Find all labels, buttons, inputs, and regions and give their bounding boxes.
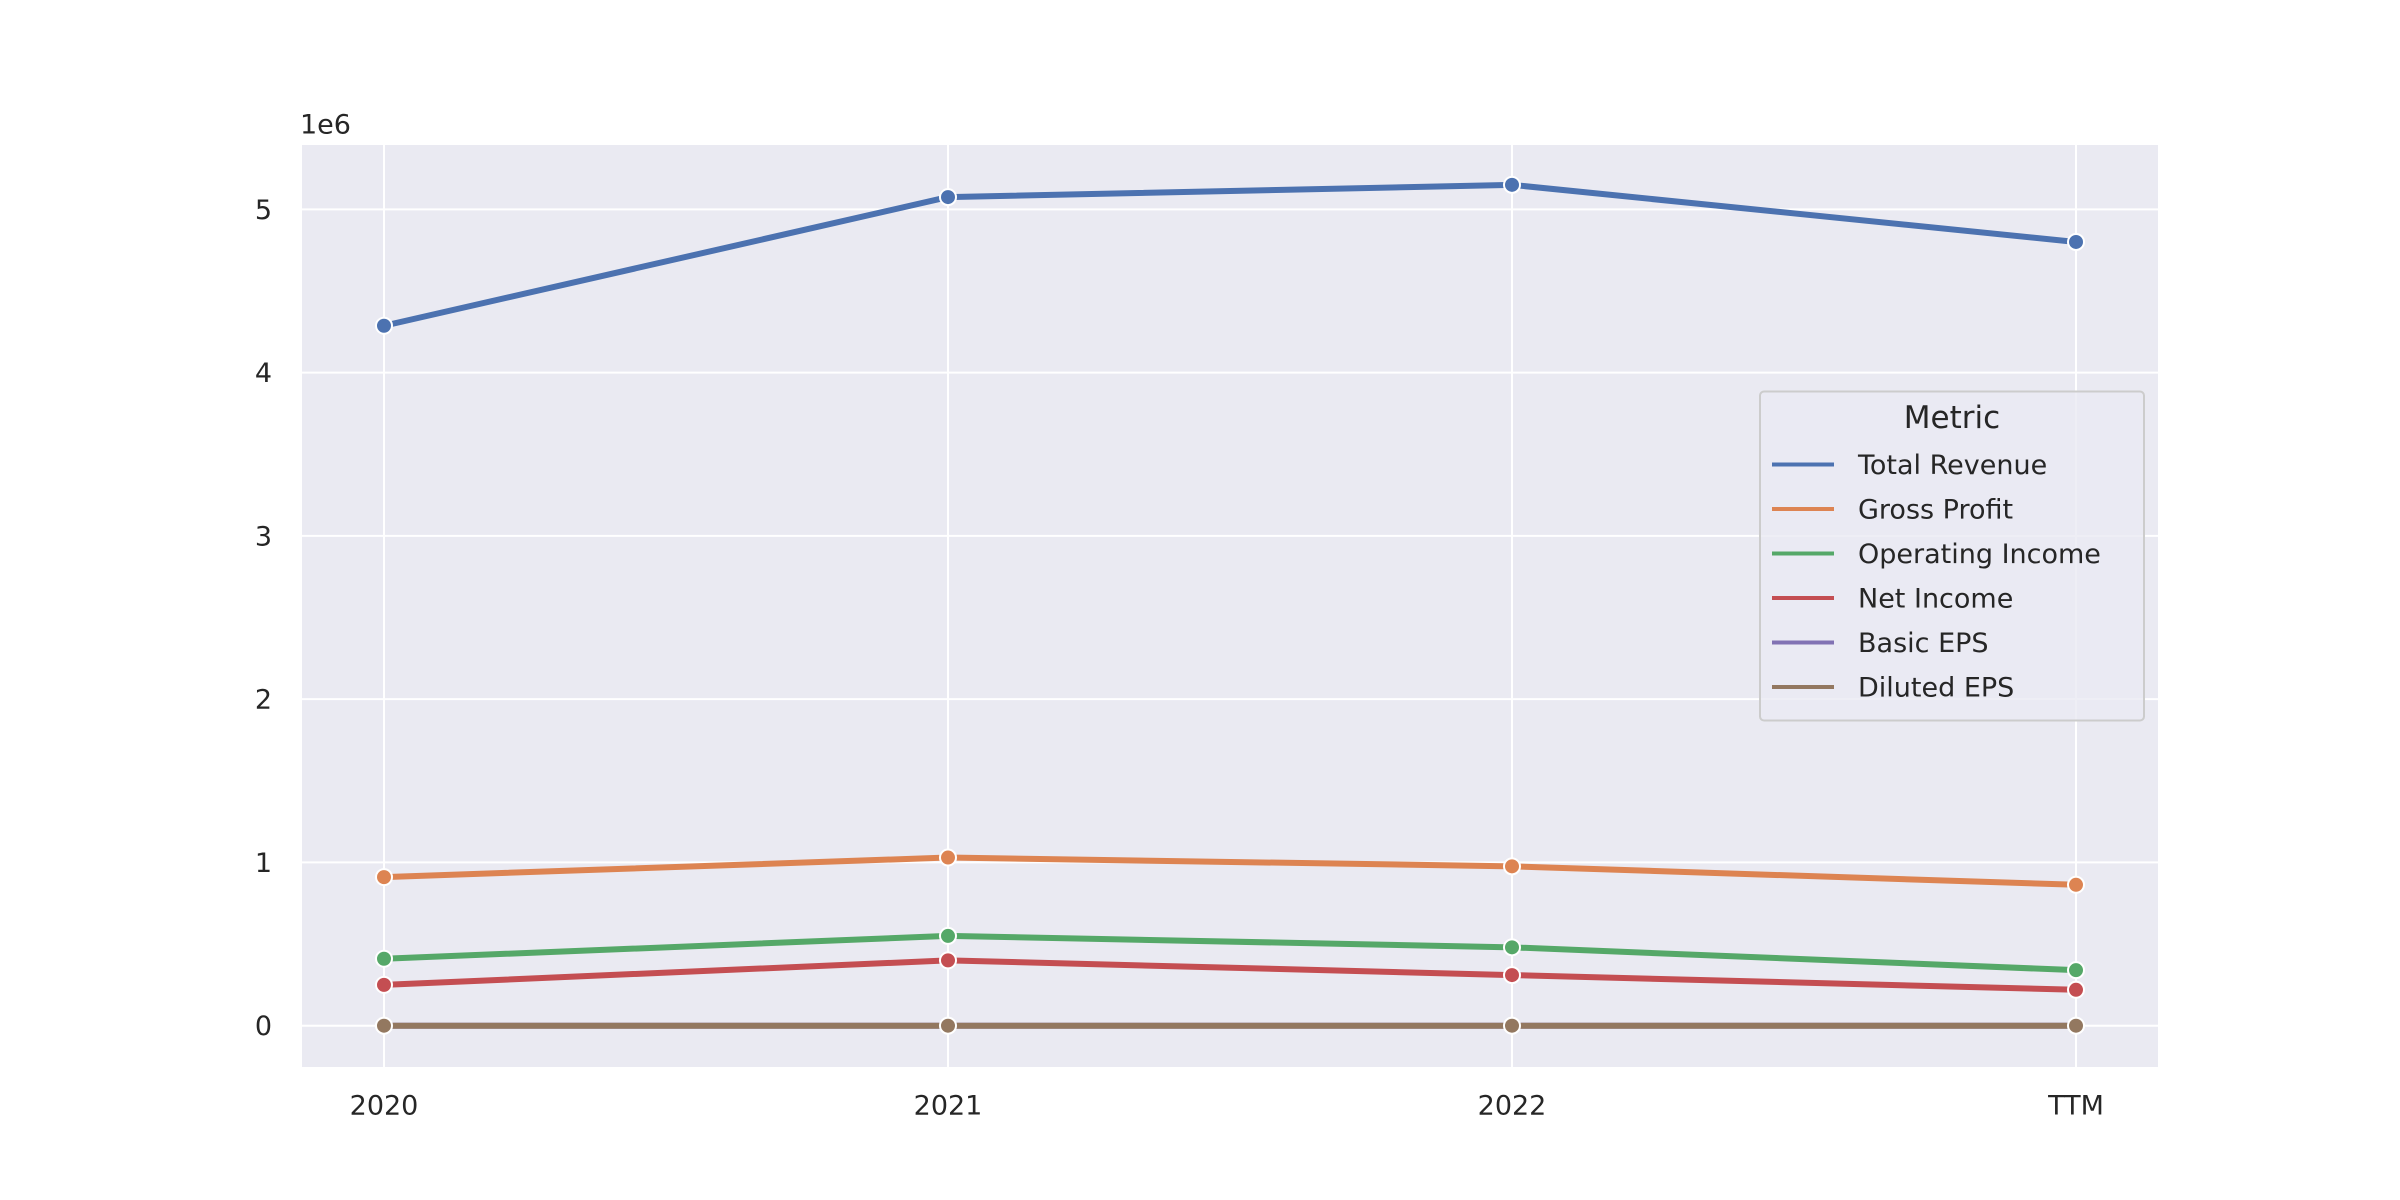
y-tick-label: 2	[255, 685, 272, 716]
x-tick-label: 2021	[914, 1091, 983, 1122]
x-tick-label: 2020	[350, 1091, 419, 1122]
data-point	[939, 951, 957, 970]
legend-label: Basic EPS	[1858, 628, 1989, 659]
legend-label: Total Revenue	[1857, 450, 2047, 481]
x-tick-label: 2022	[1478, 1091, 1547, 1122]
y-tick-label: 4	[255, 358, 272, 389]
data-point	[939, 1016, 957, 1035]
data-point	[2067, 232, 2085, 251]
data-point	[1503, 857, 1521, 876]
y-tick-label: 1	[255, 848, 272, 879]
data-point	[2067, 875, 2085, 894]
series-line	[383, 932, 2077, 974]
legend-title: Metric	[1904, 400, 2000, 436]
data-point	[939, 926, 957, 945]
data-point	[375, 975, 393, 994]
data-point	[2067, 961, 2085, 980]
data-point	[375, 1016, 393, 1035]
data-point	[1503, 1016, 1521, 1035]
data-point	[1503, 175, 1521, 194]
legend-label: Gross Profit	[1858, 495, 2013, 526]
series-line	[383, 181, 2077, 329]
legend-label: Net Income	[1858, 584, 2013, 615]
x-tick-label: TTM	[2047, 1091, 2104, 1122]
y-tick-label: 3	[255, 521, 272, 552]
legend-label: Operating Income	[1858, 539, 2101, 570]
data-point	[1503, 938, 1521, 957]
series-line	[383, 957, 2077, 993]
data-point	[375, 316, 393, 335]
legend-box	[1759, 390, 2145, 722]
data-point	[375, 868, 393, 887]
data-point	[2067, 1016, 2085, 1035]
y-tick-label: 0	[255, 1011, 272, 1042]
series-line	[383, 854, 2077, 888]
data-point	[939, 188, 957, 207]
data-point	[1503, 966, 1521, 985]
legend-label: Diluted EPS	[1858, 673, 2014, 704]
data-point	[2067, 980, 2085, 999]
y-tick-label: 5	[255, 195, 272, 226]
data-point	[939, 848, 957, 867]
data-point	[375, 949, 393, 968]
y-offset-label: 1e6	[300, 110, 351, 141]
